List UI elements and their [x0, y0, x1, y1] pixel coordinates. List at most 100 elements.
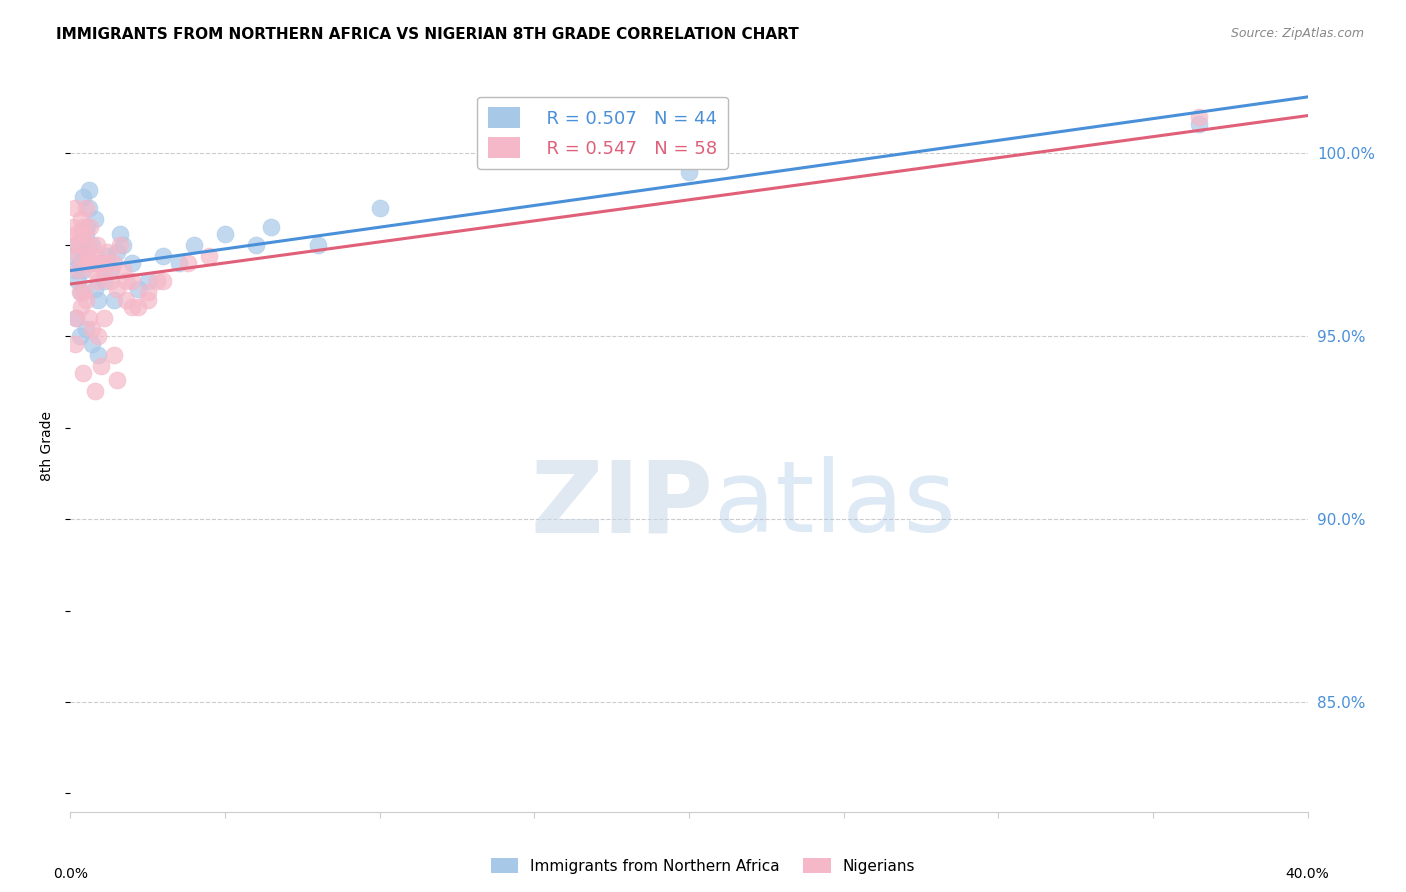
Point [111, 238, 134, 252]
Point [82, 263, 105, 277]
Point [70, 212, 93, 227]
Point [1188, 110, 1211, 124]
Point [77, 311, 100, 326]
Point [67, 275, 90, 289]
Point [67, 249, 90, 263]
Point [76, 249, 98, 263]
Point [245, 238, 267, 252]
Point [77, 183, 100, 197]
Point [80, 322, 103, 336]
Point [198, 249, 221, 263]
Point [108, 238, 131, 252]
Point [80, 336, 103, 351]
Point [72, 190, 94, 204]
Point [177, 256, 200, 270]
Point [105, 282, 128, 296]
Point [93, 311, 115, 326]
Legend: Immigrants from Northern Africa, Nigerians: Immigrants from Northern Africa, Nigeria… [485, 852, 921, 880]
Point [75, 202, 97, 216]
Point [65, 311, 87, 326]
Point [65, 238, 87, 252]
Point [60, 238, 83, 252]
Point [121, 275, 143, 289]
Point [87, 275, 110, 289]
Point [69, 285, 91, 300]
Text: 0.0%: 0.0% [53, 866, 87, 880]
Point [84, 384, 107, 399]
Point [115, 275, 138, 289]
Point [62, 249, 84, 263]
Text: Source: ZipAtlas.com: Source: ZipAtlas.com [1230, 27, 1364, 40]
Point [73, 227, 96, 241]
Point [65, 227, 87, 241]
Point [96, 256, 118, 270]
Point [72, 219, 94, 234]
Point [87, 293, 110, 307]
Point [152, 249, 174, 263]
Point [90, 256, 112, 270]
Point [77, 202, 100, 216]
Point [72, 263, 94, 277]
Text: 40.0%: 40.0% [1285, 866, 1330, 880]
Point [100, 263, 122, 277]
Point [84, 256, 107, 270]
Point [103, 256, 125, 270]
Point [69, 256, 91, 270]
Point [1188, 117, 1211, 131]
Text: ZIP: ZIP [531, 456, 714, 553]
Point [63, 202, 86, 216]
Point [105, 373, 128, 387]
Point [108, 227, 131, 241]
Point [214, 227, 236, 241]
Point [76, 256, 98, 270]
Point [93, 263, 115, 277]
Point [75, 293, 97, 307]
Point [167, 256, 190, 270]
Legend:   R = 0.507   N = 44,   R = 0.547   N = 58: R = 0.507 N = 44, R = 0.547 N = 58 [477, 96, 728, 169]
Text: IMMIGRANTS FROM NORTHERN AFRICA VS NIGERIAN 8TH GRADE CORRELATION CHART: IMMIGRANTS FROM NORTHERN AFRICA VS NIGER… [56, 27, 799, 42]
Point [121, 300, 143, 314]
Point [103, 293, 125, 307]
Point [86, 238, 108, 252]
Point [75, 322, 97, 336]
Point [127, 300, 149, 314]
Point [146, 275, 169, 289]
Point [62, 219, 84, 234]
Point [70, 300, 93, 314]
Point [368, 202, 391, 216]
Point [70, 227, 93, 241]
Point [70, 285, 93, 300]
Point [121, 256, 143, 270]
Y-axis label: 8th Grade: 8th Grade [41, 411, 55, 481]
Point [103, 348, 125, 362]
Point [111, 263, 134, 277]
Point [76, 219, 98, 234]
Point [96, 245, 118, 260]
Point [73, 245, 96, 260]
Text: atlas: atlas [714, 456, 955, 553]
Point [96, 249, 118, 263]
Point [79, 219, 101, 234]
Point [69, 329, 91, 343]
Point [63, 336, 86, 351]
Point [260, 219, 283, 234]
Point [79, 256, 101, 270]
Point [77, 238, 100, 252]
Point [90, 359, 112, 373]
Point [75, 227, 97, 241]
Point [84, 212, 107, 227]
Point [136, 275, 159, 289]
Point [152, 275, 174, 289]
Point [183, 238, 205, 252]
Point [69, 238, 91, 252]
Point [72, 366, 94, 380]
Point [79, 256, 101, 270]
Point [63, 263, 86, 277]
Point [80, 238, 103, 252]
Point [115, 293, 138, 307]
Point [87, 329, 110, 343]
Point [80, 249, 103, 263]
Point [127, 282, 149, 296]
Point [93, 275, 115, 289]
Point [73, 285, 96, 300]
